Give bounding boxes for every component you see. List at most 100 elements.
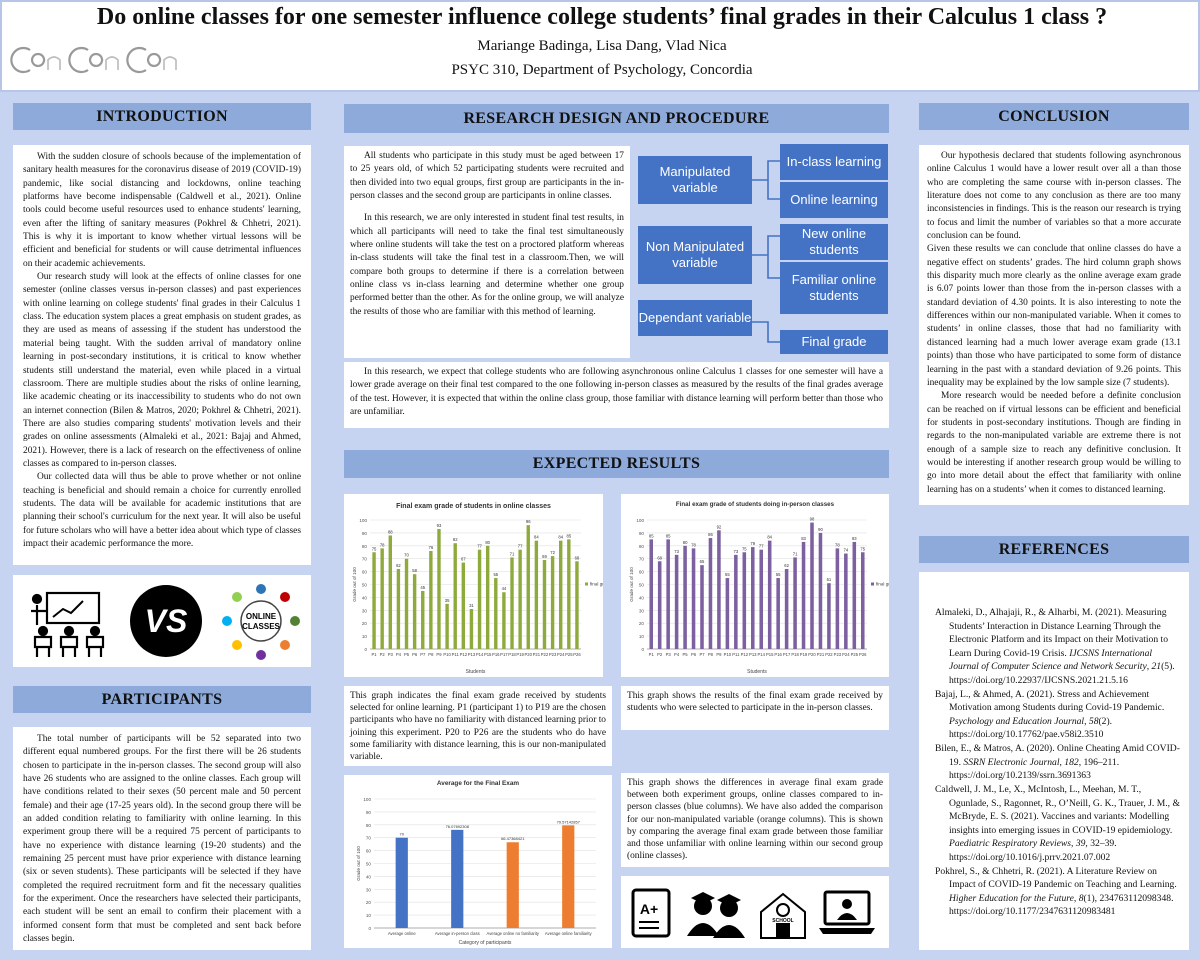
chart-title: Final exam grade of students in online c… xyxy=(396,503,551,510)
bar xyxy=(750,547,755,649)
data-label: 78 xyxy=(691,542,696,547)
data-label: 58 xyxy=(412,568,417,573)
bar xyxy=(437,529,441,649)
data-label: 85 xyxy=(566,533,571,538)
x-tick-label: P15 xyxy=(766,652,774,657)
x-tick-label: P3 xyxy=(666,652,672,657)
conclusion-p1: Our hypothesis declared that students fo… xyxy=(927,151,1181,242)
reference-1: Almaleki, D., Alhajaji, R., & Alharbi, M… xyxy=(935,607,1175,687)
data-label: 67 xyxy=(461,557,466,562)
chart-online: Final exam grade of students in online c… xyxy=(344,494,612,677)
references-heading: REFERENCES xyxy=(919,536,1189,563)
vs-text: VS xyxy=(145,603,188,639)
bar xyxy=(451,829,464,928)
data-label: 93 xyxy=(437,523,442,528)
x-tick-label: P1 xyxy=(649,652,655,657)
bar xyxy=(649,539,654,649)
data-label: 98 xyxy=(810,517,815,522)
data-label: 51 xyxy=(827,577,832,582)
poster-title: Do online classes for one semester influ… xyxy=(96,4,1108,30)
conclusion-p2: Given these results we can conclude that… xyxy=(927,244,1181,388)
x-tick-label: P13 xyxy=(468,652,476,657)
intro-heading: INTRODUCTION xyxy=(13,103,311,130)
data-label: 78 xyxy=(835,542,840,547)
x-tick-label: P19 xyxy=(800,652,808,657)
bar xyxy=(477,549,482,649)
x-tick-label: P11 xyxy=(732,652,740,657)
bar xyxy=(445,603,449,649)
online-grades-chart: Final exam grade of students in online c… xyxy=(352,503,612,675)
vs-circle xyxy=(130,585,202,657)
bar xyxy=(388,535,392,649)
data-label: 85 xyxy=(649,533,654,538)
chart-in-person: Final exam grade of students doing in-pe… xyxy=(621,494,898,677)
x-tick-label: P19 xyxy=(516,652,524,657)
conclusion-text: Our hypothesis declared that students fo… xyxy=(919,145,1189,505)
bar xyxy=(776,578,780,649)
school-icon: SCHOOL xyxy=(760,892,806,939)
title-bar: Do online classes for one semester influ… xyxy=(0,0,1200,92)
y-tick-label: 70 xyxy=(639,557,645,562)
references-list: Almaleki, D., Alhajaji, R., & Alharbi, M… xyxy=(919,572,1189,950)
bar xyxy=(683,545,687,649)
y-axis-label: Grade out of 100 xyxy=(629,567,634,602)
y-tick-label: 60 xyxy=(639,570,645,575)
data-label: 55 xyxy=(776,572,781,577)
data-label: 68 xyxy=(575,555,580,560)
bar xyxy=(372,552,376,649)
data-label: 84 xyxy=(534,535,539,540)
y-tick-label: 10 xyxy=(362,634,368,639)
x-tick-label: P12 xyxy=(460,652,468,657)
x-tick-label: P13 xyxy=(749,652,757,657)
bar xyxy=(835,548,840,649)
data-label: 44 xyxy=(502,586,507,591)
education-icons: A+ SCHOOL xyxy=(621,876,889,948)
results-heading: EXPECTED RESULTS xyxy=(344,450,889,478)
bar xyxy=(404,558,409,649)
bar xyxy=(461,562,466,649)
data-label: 62 xyxy=(396,563,401,568)
classroom-vs-online-illustration: VS ONLINE CLASSES xyxy=(31,584,300,660)
x-tick-label: P2 xyxy=(657,652,663,657)
intro-p1: With the sudden closure of schools becau… xyxy=(23,152,301,269)
bar xyxy=(469,609,474,649)
data-label: 77 xyxy=(477,544,482,549)
y-tick-label: 20 xyxy=(362,621,368,626)
legend-label: final grade xyxy=(590,582,603,587)
y-tick-label: 100 xyxy=(359,518,367,523)
x-tick-label: P17 xyxy=(500,652,508,657)
y-tick-label: 10 xyxy=(366,913,372,918)
y-tick-label: 70 xyxy=(362,557,368,562)
conclusion-p3: More research would be needed before a d… xyxy=(927,391,1181,495)
data-label: 75 xyxy=(372,546,377,551)
data-label: 83 xyxy=(852,536,857,541)
bar xyxy=(742,552,747,649)
bar xyxy=(575,561,579,649)
legend-swatch xyxy=(871,582,874,586)
x-tick-label: Average online xyxy=(388,931,417,936)
x-tick-label: P18 xyxy=(791,652,799,657)
data-label: 68 xyxy=(657,555,662,560)
x-tick-label: P5 xyxy=(404,652,410,657)
x-tick-label: Average online familiarity xyxy=(545,931,593,936)
bar xyxy=(801,541,806,649)
data-label: 71 xyxy=(510,551,515,556)
bar xyxy=(810,522,814,649)
x-tick-label: P11 xyxy=(452,652,460,657)
bar xyxy=(494,578,498,649)
x-tick-label: P25 xyxy=(565,652,573,657)
x-tick-label: P4 xyxy=(396,652,402,657)
bar xyxy=(818,532,823,649)
intro-p3: Our collected data will thus be able to … xyxy=(23,472,301,549)
x-tick-label: P20 xyxy=(525,652,533,657)
bar xyxy=(485,545,490,649)
data-label: 35 xyxy=(445,598,450,603)
bar xyxy=(518,549,522,649)
data-label: 73 xyxy=(734,549,739,554)
concordia-logo xyxy=(10,46,177,74)
y-tick-label: 100 xyxy=(363,797,371,802)
data-label: 70 xyxy=(400,832,405,837)
data-label: 82 xyxy=(453,537,458,542)
data-label: 77 xyxy=(759,544,764,549)
bar xyxy=(542,559,547,649)
